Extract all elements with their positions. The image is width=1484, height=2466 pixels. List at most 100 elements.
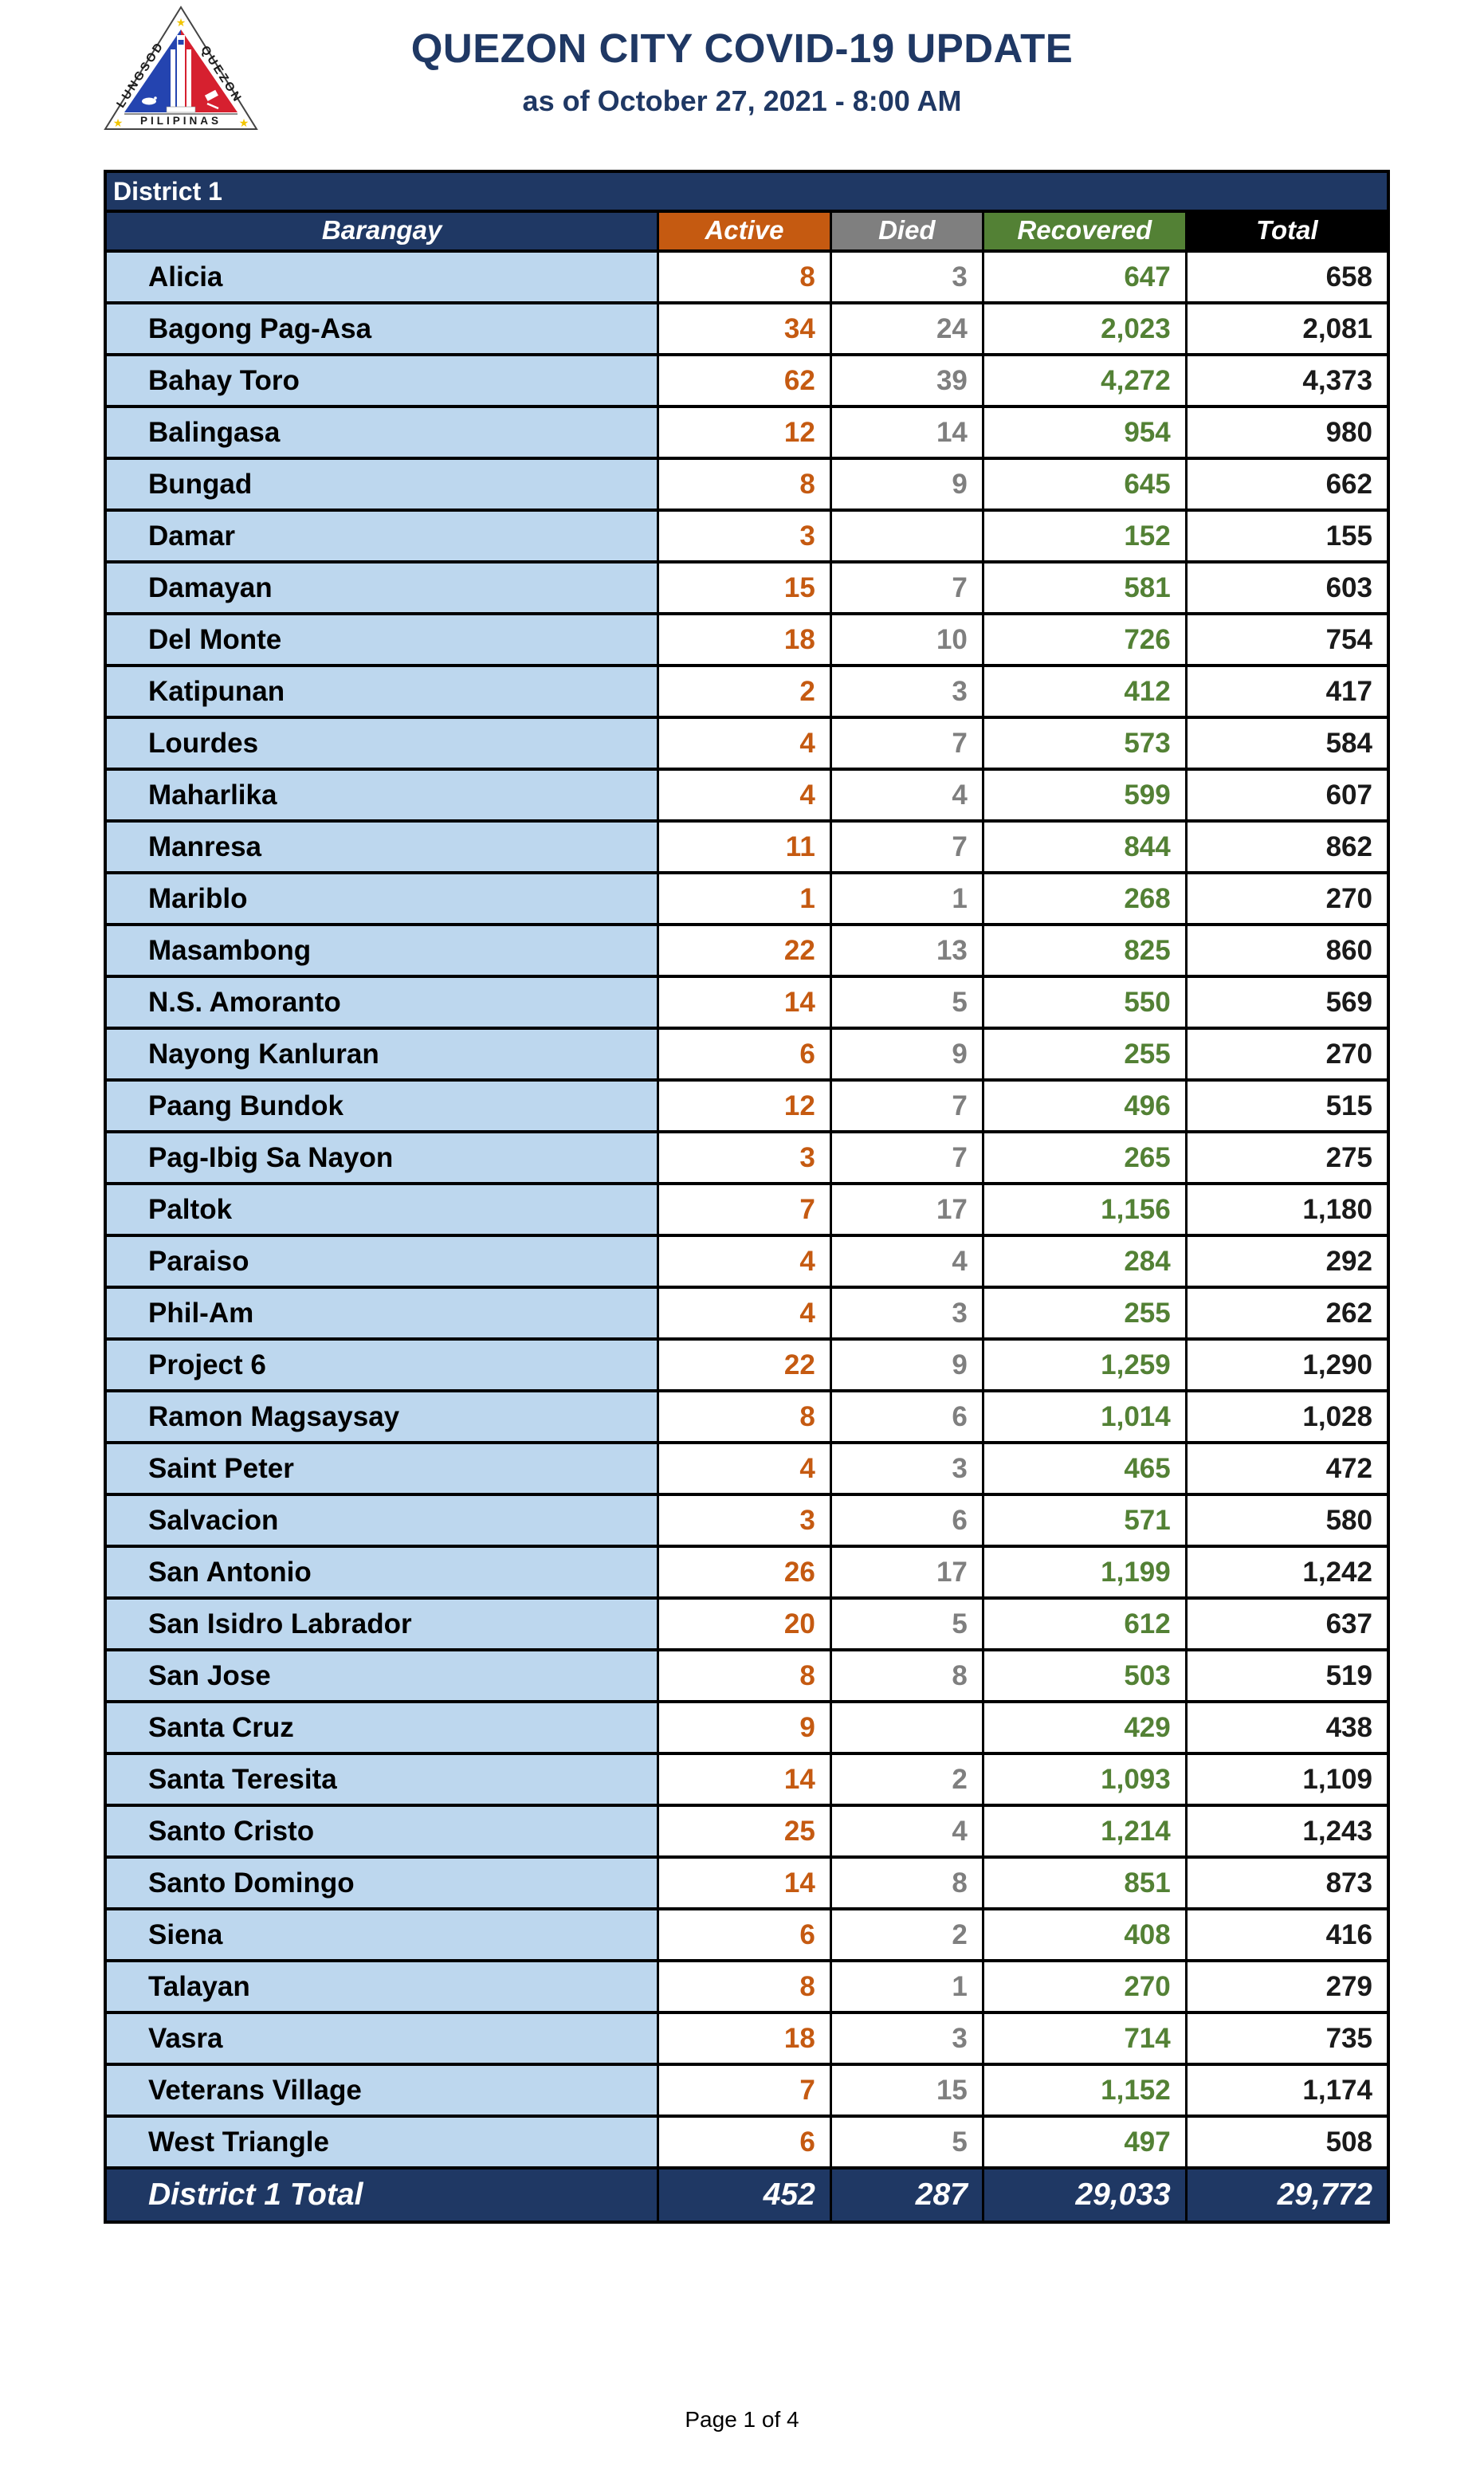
seal-inner-red-half — [181, 29, 238, 112]
table-row: San Jose 8 8 503 519 — [107, 1651, 1387, 1700]
recovered-count-cell: 954 — [983, 408, 1185, 457]
total-count-cell: 862 — [1187, 823, 1387, 871]
table-row: San Antonio 26 17 1,199 1,242 — [107, 1548, 1387, 1596]
recovered-count-cell: 412 — [983, 667, 1185, 716]
recovered-count-cell: 429 — [983, 1703, 1185, 1752]
total-count-cell: 1,109 — [1187, 1755, 1387, 1804]
recovered-count-cell: 714 — [983, 2014, 1185, 2063]
died-count-cell: 13 — [831, 926, 982, 975]
died-count-cell: 4 — [831, 771, 982, 819]
died-count-cell: 5 — [831, 978, 982, 1027]
table-row: Masambong 22 13 825 860 — [107, 926, 1387, 975]
table-row: Damayan 15 7 581 603 — [107, 563, 1387, 612]
total-count-cell: 1,174 — [1187, 2066, 1387, 2115]
died-count-cell: 7 — [831, 719, 982, 768]
table-row: Damar 3 152 155 — [107, 512, 1387, 560]
active-count-cell: 15 — [659, 563, 830, 612]
total-count-cell: 515 — [1187, 1082, 1387, 1130]
table-row: Bagong Pag-Asa 34 24 2,023 2,081 — [107, 304, 1387, 353]
recovered-count-cell: 612 — [983, 1600, 1185, 1648]
total-count-cell: 508 — [1187, 2118, 1387, 2166]
table-row: Balingasa 12 14 954 980 — [107, 408, 1387, 457]
active-count-cell: 11 — [659, 823, 830, 871]
table-row: West Triangle 6 5 497 508 — [107, 2118, 1387, 2166]
total-count-cell: 1,242 — [1187, 1548, 1387, 1596]
table-row: Salvacion 3 6 571 580 — [107, 1496, 1387, 1545]
died-count-cell: 9 — [831, 1030, 982, 1078]
star-icon: ★ — [113, 116, 124, 129]
table-row: Veterans Village 7 15 1,152 1,174 — [107, 2066, 1387, 2115]
barangay-name-cell: San Jose — [107, 1651, 658, 1700]
barangay-name-cell: Masambong — [107, 926, 658, 975]
died-count-cell — [831, 512, 982, 560]
recovered-count-cell: 284 — [983, 1237, 1185, 1286]
recovered-count-cell: 1,214 — [983, 1807, 1185, 1855]
total-died-value: 287 — [831, 2170, 982, 2221]
gavel-icon — [204, 89, 219, 110]
table-row: Talayan 8 1 270 279 — [107, 1962, 1387, 2011]
total-count-cell: 472 — [1187, 1444, 1387, 1493]
total-count-cell: 275 — [1187, 1133, 1387, 1182]
recovered-count-cell: 2,023 — [983, 304, 1185, 353]
recovered-count-cell: 255 — [983, 1030, 1185, 1078]
died-count-cell: 3 — [831, 253, 982, 301]
died-count-cell: 17 — [831, 1185, 982, 1234]
total-count-cell: 270 — [1187, 874, 1387, 923]
barangay-name-cell: Paraiso — [107, 1237, 658, 1286]
recovered-count-cell: 1,014 — [983, 1392, 1185, 1441]
total-count-cell: 662 — [1187, 460, 1387, 509]
column-header-row: Barangay Active Died Recovered Total — [107, 213, 1387, 249]
active-count-cell: 8 — [659, 460, 830, 509]
barangay-name-cell: Maharlika — [107, 771, 658, 819]
table-row: Santa Teresita 14 2 1,093 1,109 — [107, 1755, 1387, 1804]
table-row: Maharlika 4 4 599 607 — [107, 771, 1387, 819]
table-row: Paraiso 4 4 284 292 — [107, 1237, 1387, 1286]
active-count-cell: 7 — [659, 1185, 830, 1234]
total-count-cell: 2,081 — [1187, 304, 1387, 353]
total-count-cell: 873 — [1187, 1859, 1387, 1907]
table-row: Ramon Magsaysay 8 6 1,014 1,028 — [107, 1392, 1387, 1441]
died-count-cell: 15 — [831, 2066, 982, 2115]
barangay-name-cell: Siena — [107, 1910, 658, 1959]
total-count-cell: 658 — [1187, 253, 1387, 301]
recovered-count-cell: 645 — [983, 460, 1185, 509]
active-count-cell: 34 — [659, 304, 830, 353]
barangay-name-cell: Alicia — [107, 253, 658, 301]
active-count-cell: 8 — [659, 1392, 830, 1441]
table-row: Santo Domingo 14 8 851 873 — [107, 1859, 1387, 1907]
died-count-cell: 2 — [831, 1755, 982, 1804]
column-header-active: Active — [659, 213, 830, 249]
recovered-count-cell: 550 — [983, 978, 1185, 1027]
barangay-name-cell: Lourdes — [107, 719, 658, 768]
barangay-name-cell: Bungad — [107, 460, 658, 509]
total-count-cell: 279 — [1187, 1962, 1387, 2011]
died-count-cell: 10 — [831, 615, 982, 664]
barangay-name-cell: Balingasa — [107, 408, 658, 457]
barangay-name-cell: West Triangle — [107, 2118, 658, 2166]
total-count-cell: 155 — [1187, 512, 1387, 560]
active-count-cell: 22 — [659, 926, 830, 975]
barangay-name-cell: Santa Cruz — [107, 1703, 658, 1752]
district-1-table: District 1 Barangay Active Died Recovere… — [104, 170, 1390, 2224]
table-row: Project 6 22 9 1,259 1,290 — [107, 1341, 1387, 1389]
monument-icon — [166, 35, 196, 113]
column-header-recovered: Recovered — [983, 213, 1185, 249]
active-count-cell: 8 — [659, 253, 830, 301]
recovered-count-cell: 1,093 — [983, 1755, 1185, 1804]
district-header-bar: District 1 — [107, 173, 1387, 210]
died-count-cell: 39 — [831, 356, 982, 405]
barangay-name-cell: Saint Peter — [107, 1444, 658, 1493]
active-count-cell: 22 — [659, 1341, 830, 1389]
active-count-cell: 9 — [659, 1703, 830, 1752]
barangay-name-cell: Manresa — [107, 823, 658, 871]
active-count-cell: 62 — [659, 356, 830, 405]
recovered-count-cell: 268 — [983, 874, 1185, 923]
total-active-value: 452 — [659, 2170, 830, 2221]
barangay-name-cell: Santo Domingo — [107, 1859, 658, 1907]
total-count-cell: 580 — [1187, 1496, 1387, 1545]
active-count-cell: 4 — [659, 771, 830, 819]
total-count-cell: 607 — [1187, 771, 1387, 819]
barangay-name-cell: Talayan — [107, 1962, 658, 2011]
table-row: Pag-Ibig Sa Nayon 3 7 265 275 — [107, 1133, 1387, 1182]
active-count-cell: 4 — [659, 1444, 830, 1493]
